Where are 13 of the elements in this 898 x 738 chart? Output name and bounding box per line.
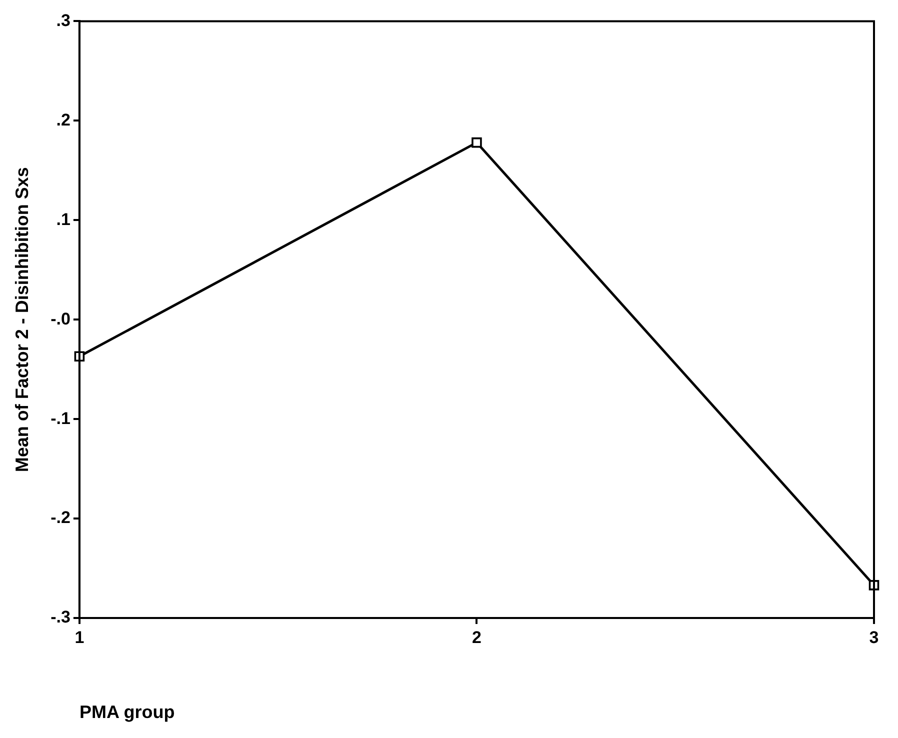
point	[472, 137, 482, 148]
x-tick-label: 3	[869, 628, 879, 647]
y-axis-title: Mean of Factor 2 - Disinhibition Sxs	[12, 167, 32, 472]
y-tick-label: -.3	[50, 608, 70, 627]
y-tick-label: .2	[56, 110, 70, 130]
x-tick-label: 2	[472, 628, 482, 647]
y-tick-label: .1	[56, 210, 70, 229]
y-tick-label: -.2	[50, 508, 70, 528]
y-tick-label: -.0	[50, 309, 70, 328]
x-axis-title: PMA group	[79, 702, 175, 722]
x-tick-label: 1	[74, 628, 84, 647]
y-tick-label: -.1	[50, 408, 70, 428]
y-tick-label: .3	[56, 10, 70, 30]
